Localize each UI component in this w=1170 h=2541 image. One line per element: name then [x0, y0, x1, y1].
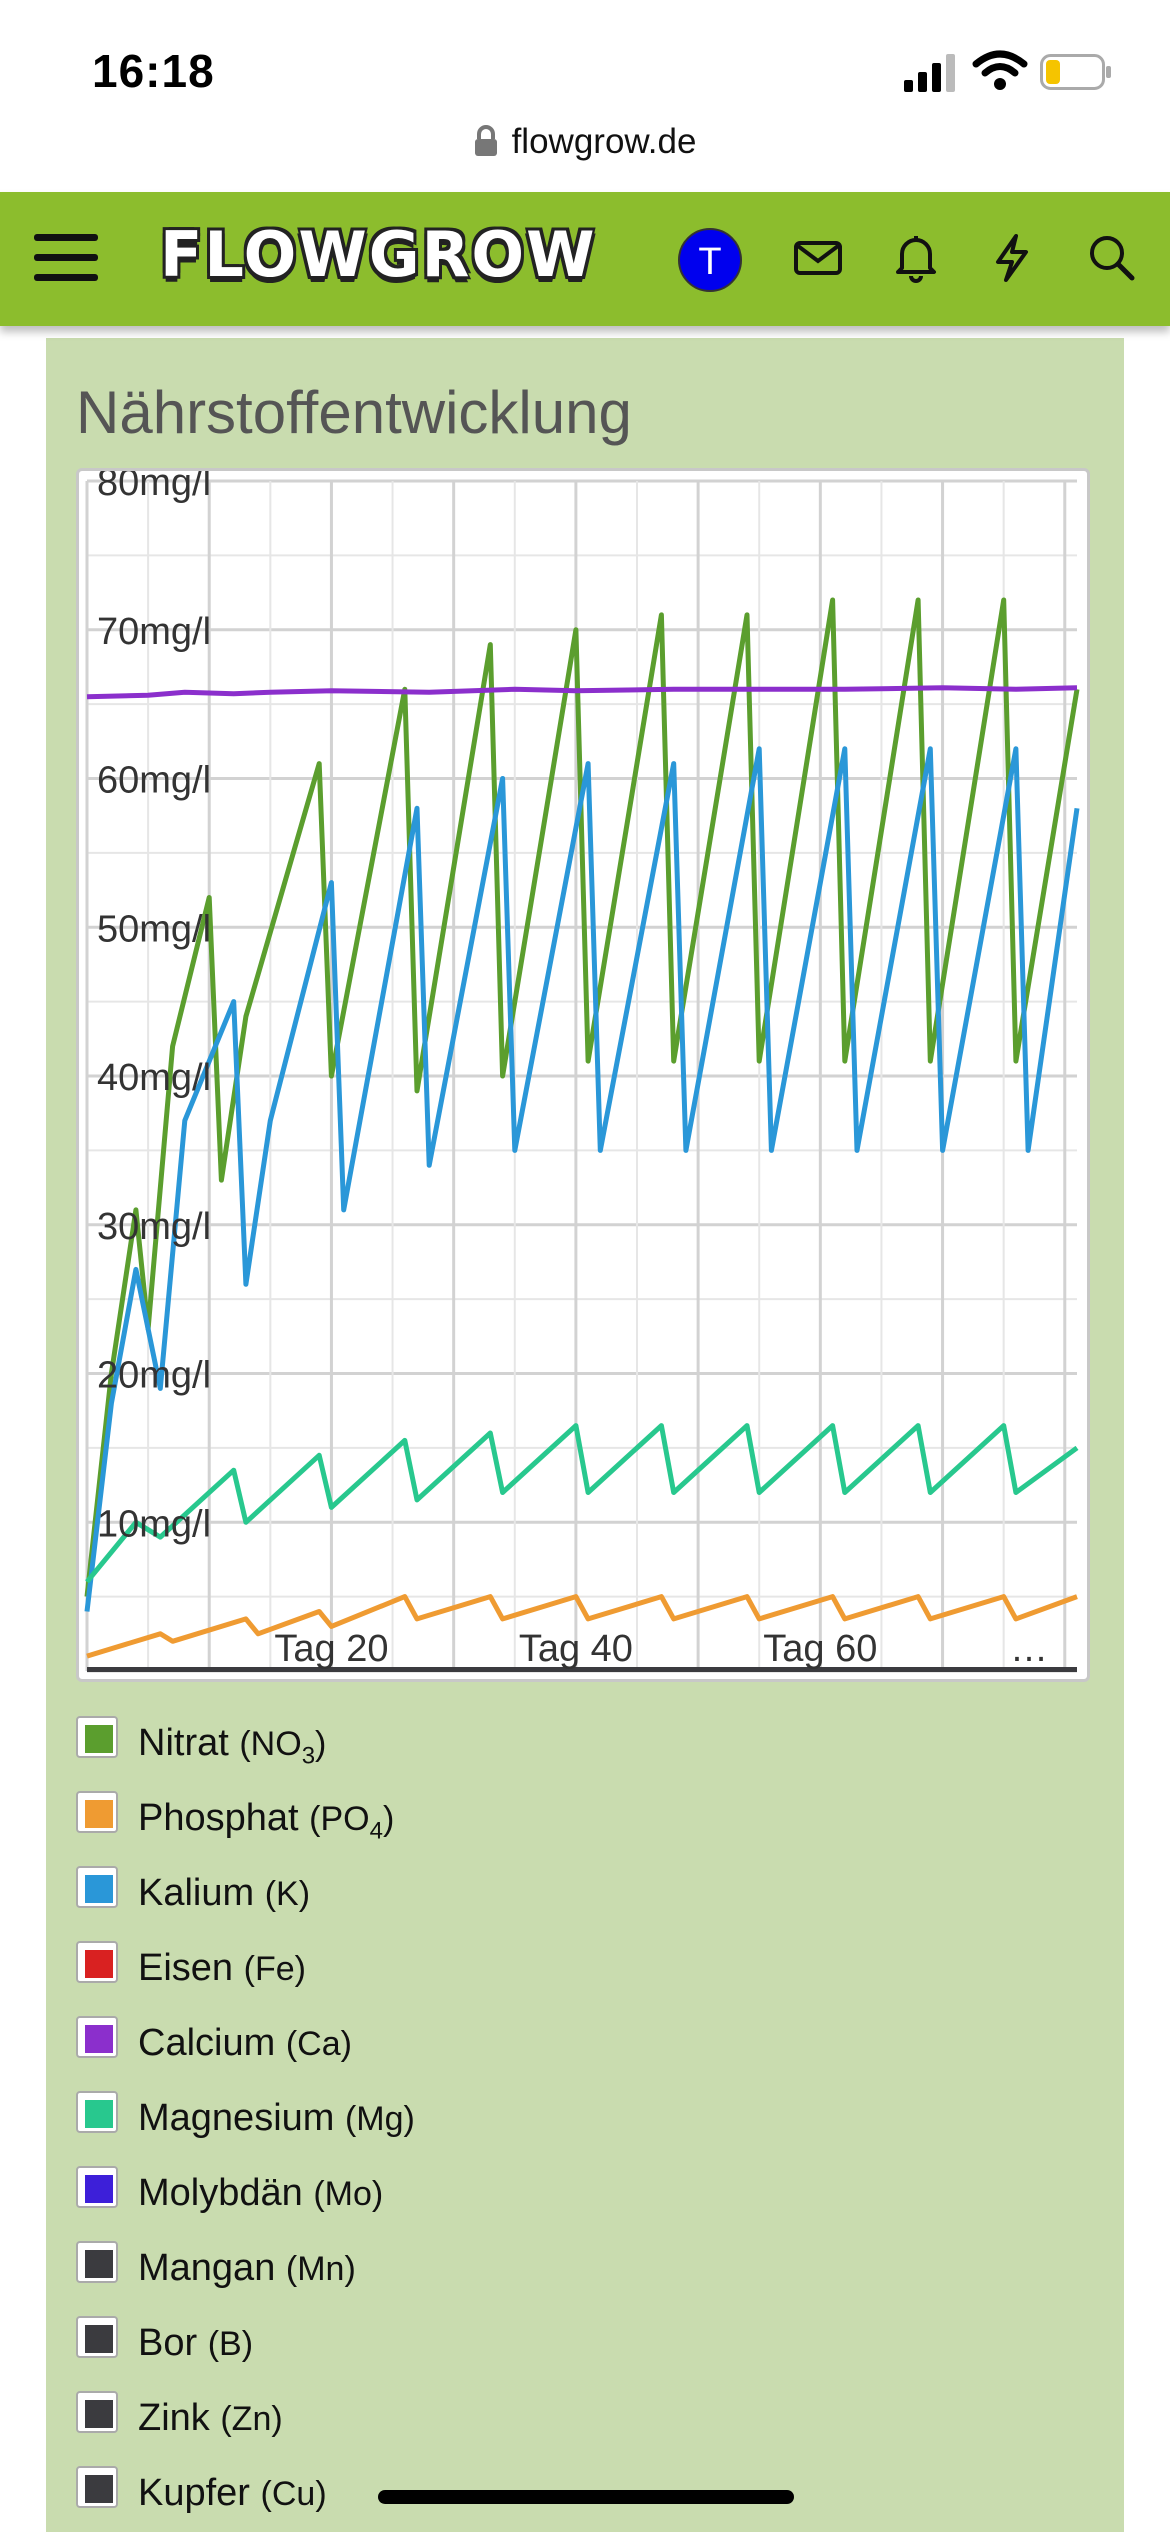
y-tick-label: 40mg/l — [97, 1057, 211, 1099]
y-tick-label: 50mg/l — [97, 908, 211, 950]
legend-swatch[interactable] — [76, 2166, 118, 2208]
hamburger-menu-icon[interactable] — [34, 226, 98, 290]
x-more-label: … — [1010, 1628, 1048, 1670]
wifi-icon — [972, 50, 1028, 90]
legend-label: Magnesium (Mg) — [138, 2097, 415, 2139]
mail-icon[interactable] — [790, 230, 846, 286]
legend-label: Bor (B) — [138, 2322, 254, 2364]
legend-label: Calcium (Ca) — [138, 2022, 352, 2064]
y-tick-label: 70mg/l — [97, 611, 211, 653]
status-time: 16:18 — [92, 45, 215, 97]
x-tick-label: Tag 60 — [763, 1628, 877, 1670]
chart-lines — [84, 597, 1080, 1672]
x-tick-label: Tag 20 — [274, 1628, 388, 1670]
y-tick-label: 20mg/l — [97, 1355, 211, 1397]
top-navigation: FLOWGROW T — [0, 192, 1170, 326]
series-line-phosphat — [86, 1594, 1078, 1659]
flowgrow-logo[interactable]: FLOWGROW — [160, 218, 597, 291]
chart-labels: 10mg/l 20mg/l 30mg/l 40mg/l 50mg/l 60mg/l 70mg… — [97, 471, 1048, 1670]
series-line-calcium — [86, 685, 1078, 700]
legend-swatch[interactable] — [76, 2091, 118, 2133]
user-avatar[interactable]: T — [678, 228, 742, 292]
legend-label: Phosphat (PO4) — [138, 1797, 395, 1845]
card-title: Nährstoffentwicklung — [76, 379, 632, 446]
legend-label: Kupfer (Cu) — [138, 2472, 327, 2514]
y-tick-label: 80mg/l — [97, 471, 211, 504]
legend-swatch[interactable] — [76, 1716, 118, 1758]
url-text: flowgrow.de — [511, 122, 697, 161]
legend-label: Kalium (K) — [138, 1872, 311, 1914]
bell-icon[interactable] — [888, 230, 944, 286]
legend-swatch[interactable] — [76, 1941, 118, 1983]
x-tick-label: Tag 40 — [519, 1628, 633, 1670]
legend-swatch[interactable] — [76, 2391, 118, 2433]
y-tick-label: 30mg/l — [97, 1206, 211, 1248]
chart-grid — [85, 479, 1077, 1673]
address-bar[interactable]: flowgrow.de — [0, 122, 1170, 162]
lightning-icon[interactable] — [984, 230, 1040, 286]
lock-icon — [474, 125, 497, 156]
home-indicator — [378, 2490, 794, 2504]
cellular-signal-icon — [904, 54, 955, 92]
nutrient-chart[interactable]: 10mg/l 20mg/l 30mg/l 40mg/l 50mg/l 60mg/l 70mg… — [76, 468, 1090, 1682]
legend-label: Eisen (Fe) — [138, 1947, 306, 1989]
legend-swatch[interactable] — [76, 2316, 118, 2358]
legend-label: Zink (Zn) — [138, 2397, 283, 2439]
legend-swatch[interactable] — [76, 1866, 118, 1908]
status-bar: 16:18 flowgrow.de — [0, 0, 1170, 161]
series-line-nitrat — [84, 597, 1080, 1597]
legend-label: Molybdän (Mo) — [138, 2172, 384, 2214]
series-line-magnesium — [85, 1423, 1079, 1584]
legend-swatch[interactable] — [76, 2466, 118, 2508]
y-tick-label: 10mg/l — [97, 1503, 211, 1545]
legend-label: Nitrat (NO3) — [138, 1722, 327, 1770]
legend-swatch[interactable] — [76, 2241, 118, 2283]
series-line-kalium — [84, 746, 1080, 1612]
chart-svg: 10mg/l 20mg/l 30mg/l 40mg/l 50mg/l 60mg/l 70mg… — [84, 471, 1080, 1673]
legend-label: Mangan (Mn) — [138, 2247, 356, 2289]
battery-icon — [1040, 54, 1111, 90]
nutrient-card: Nährstoffentwicklung 10mg/l 20mg/l 30mg/l 4… — [46, 338, 1124, 2532]
y-tick-label: 60mg/l — [97, 760, 211, 802]
legend-swatch[interactable] — [76, 2016, 118, 2058]
legend-swatch[interactable] — [76, 1791, 118, 1833]
search-icon[interactable] — [1084, 230, 1140, 286]
